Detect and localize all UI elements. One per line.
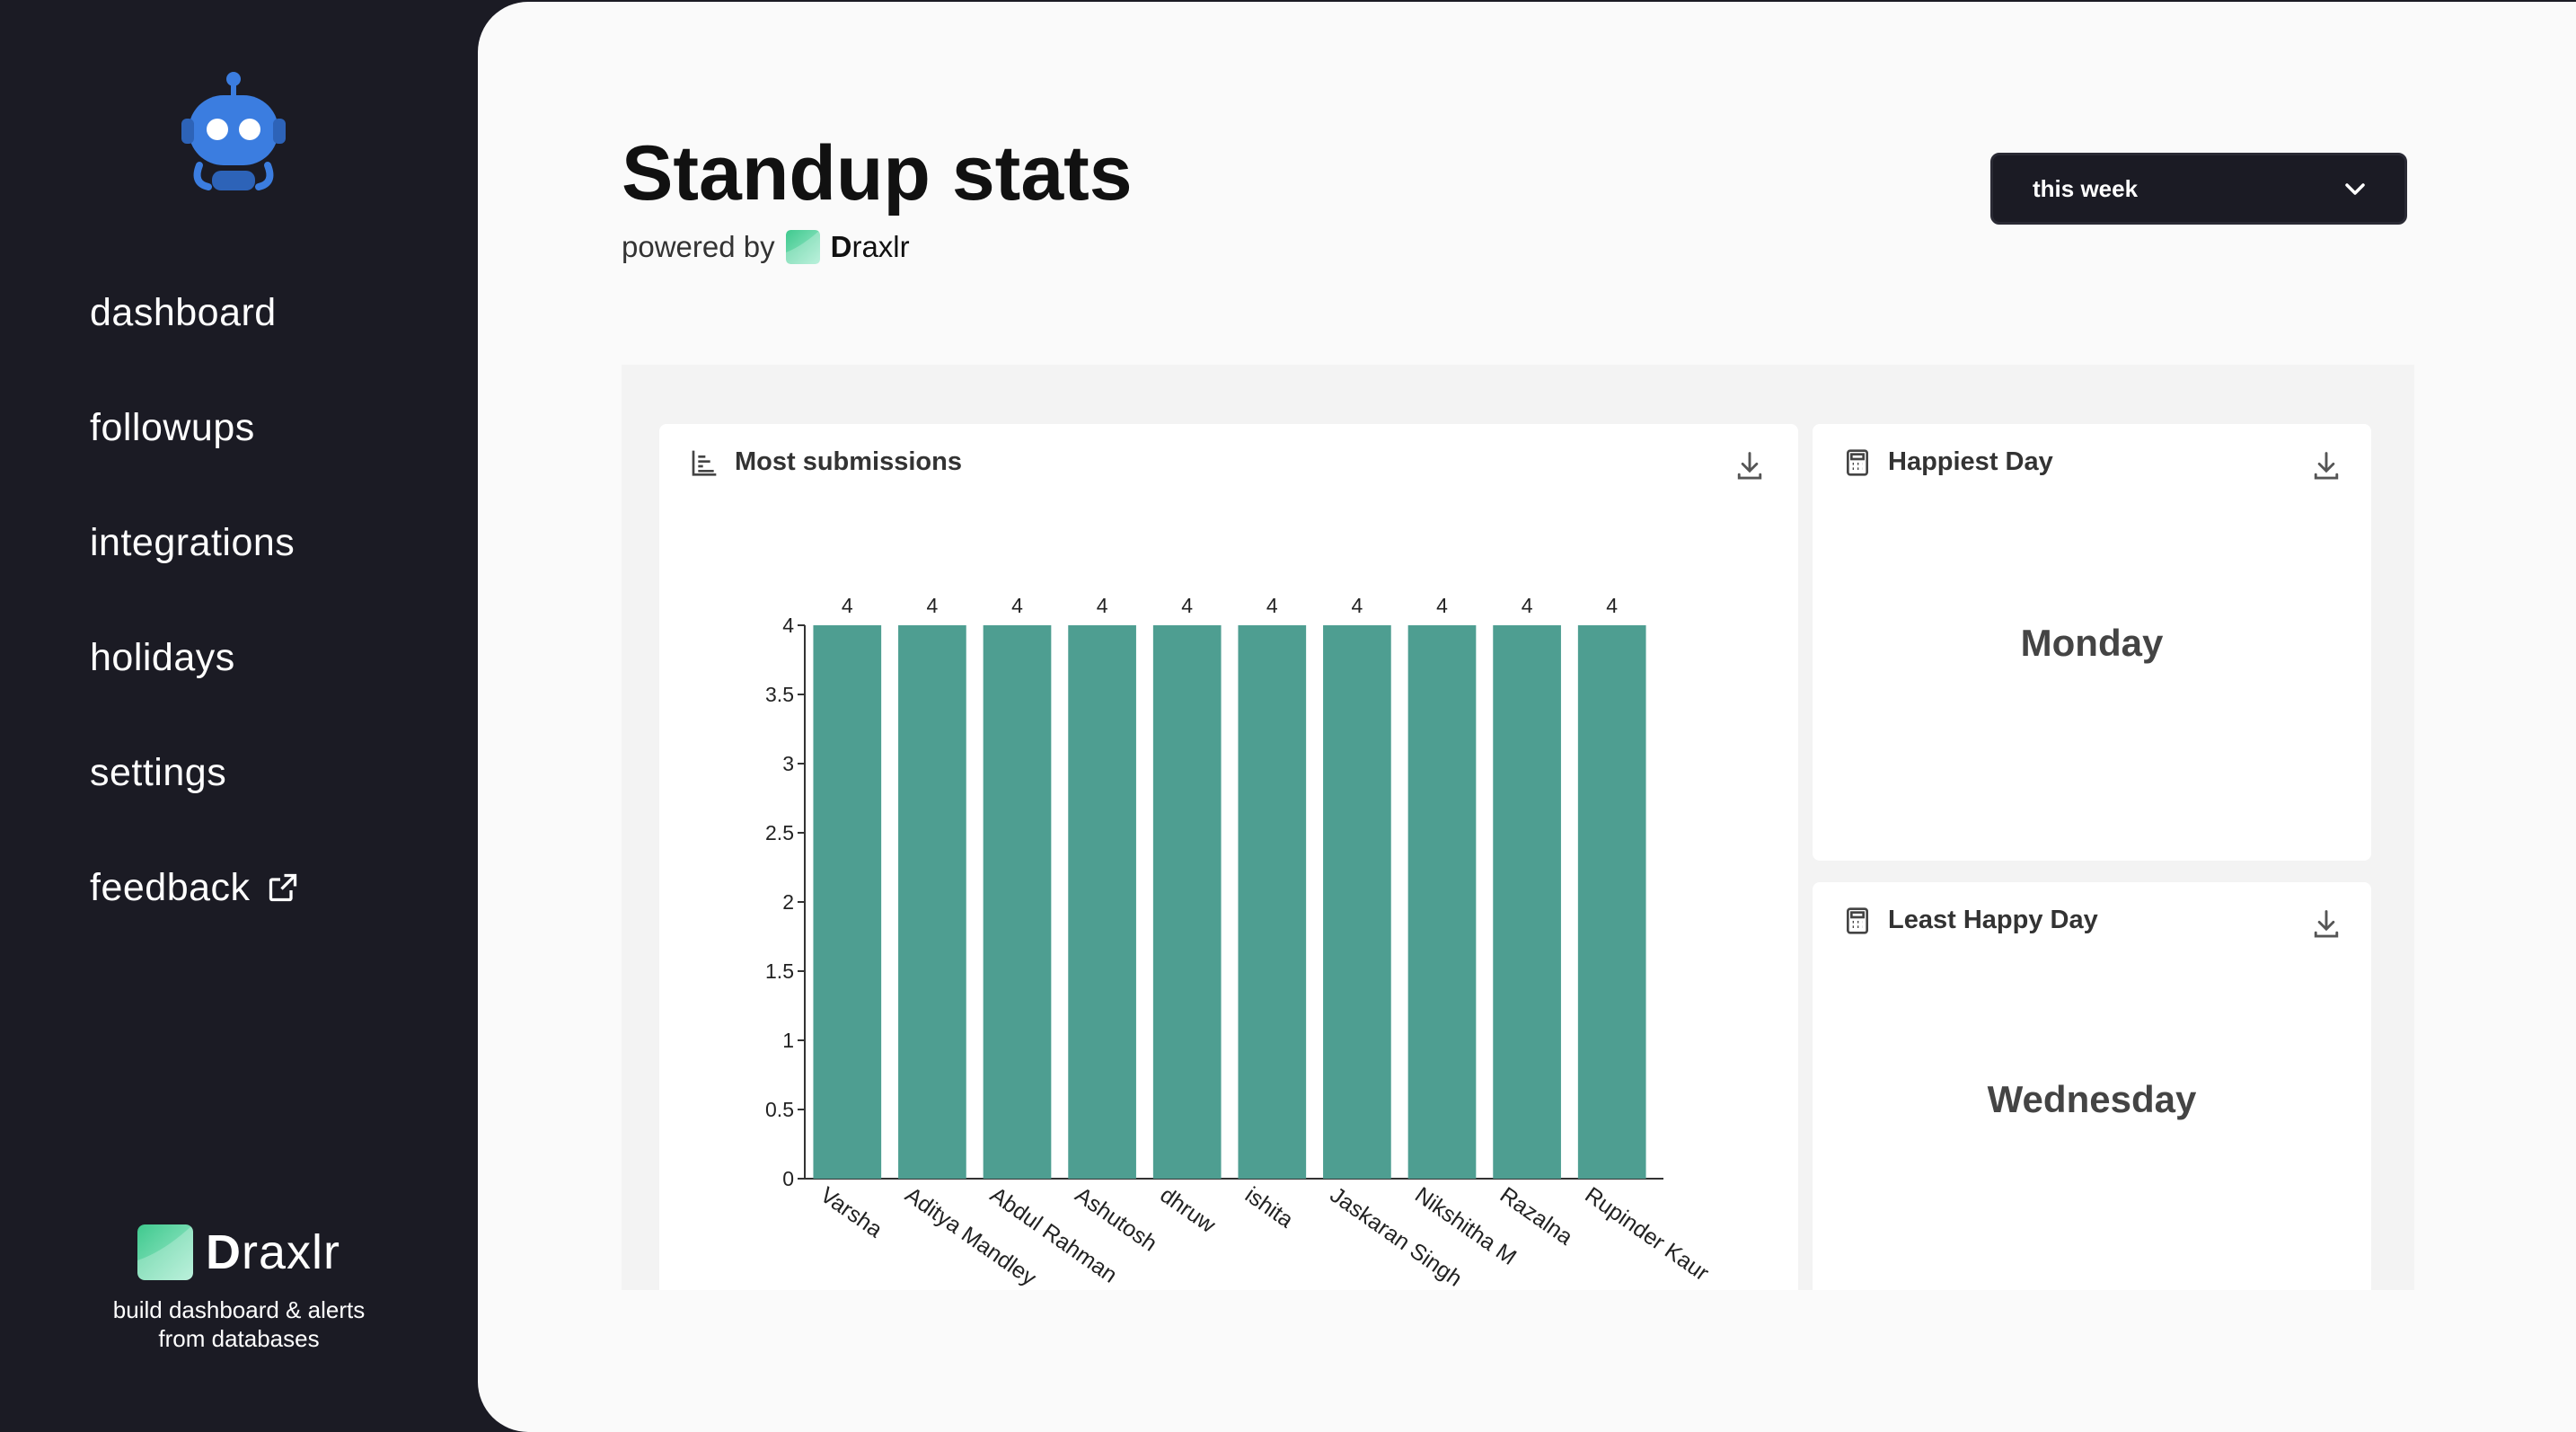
robot-logo-icon[interactable] (180, 70, 287, 196)
download-icon[interactable] (2312, 909, 2341, 940)
y-tick-label: 0.5 (765, 1098, 794, 1121)
bar[interactable] (1577, 625, 1646, 1179)
sidebar: dashboard followups integrations holiday… (0, 0, 478, 1432)
brand-rest: raxlr (242, 1225, 340, 1279)
download-icon[interactable] (2312, 451, 2341, 482)
brand-bold: D (830, 230, 852, 263)
most-submissions-card: Most submissions 0 0.5 1 1.5 2 2.5 3 3.5 4 4 Varsh… (659, 424, 1798, 1290)
x-tick-label: ishita (1240, 1182, 1298, 1233)
bar-data-label: 4 (1266, 594, 1278, 617)
y-tick-label: 1.5 (765, 959, 794, 983)
sidebar-item-holidays[interactable]: holidays (90, 631, 299, 685)
card-title: Most submissions (735, 447, 962, 476)
page-title: Standup stats (622, 130, 1133, 217)
draxlr-logo-icon (137, 1224, 193, 1280)
bar[interactable] (813, 625, 882, 1179)
stats-panel: Most submissions 0 0.5 1 1.5 2 2.5 3 3.5 4 4 Varsh… (622, 365, 2414, 1290)
y-tick-label: 4 (782, 614, 794, 637)
card-header: Least Happy Day (1843, 906, 2098, 935)
calculator-icon (1847, 448, 1868, 476)
bar-data-label: 4 (1181, 594, 1193, 617)
bar[interactable] (983, 625, 1052, 1179)
card-header: Most submissions (690, 447, 962, 477)
powered-by-label: powered by (622, 230, 775, 263)
bar-data-label: 4 (1606, 594, 1618, 617)
sidebar-nav: dashboard followups integrations holiday… (90, 286, 299, 976)
bar[interactable] (1238, 625, 1307, 1179)
bar-data-label: 4 (1522, 594, 1533, 617)
bar-data-label: 4 (1352, 594, 1363, 617)
bar-data-label: 4 (842, 594, 853, 617)
sidebar-item-settings[interactable]: settings (90, 746, 299, 800)
sidebar-item-dashboard[interactable]: dashboard (90, 286, 299, 340)
brand-tagline: build dashboard & alerts from databases (0, 1295, 478, 1353)
main-content: Standup stats powered by Draxlr this wee… (478, 2, 2576, 1432)
y-tick-label: 2 (782, 890, 794, 914)
period-select[interactable]: this week (1990, 153, 2407, 225)
period-select-value: this week (2033, 174, 2139, 202)
bar-data-label: 4 (1011, 594, 1023, 617)
brand-bold: D (206, 1225, 242, 1279)
x-tick-label: Varsha (816, 1182, 887, 1242)
draxlr-logo[interactable]: Draxlr (0, 1224, 478, 1281)
bar[interactable] (1407, 625, 1477, 1179)
tagline-line-1: build dashboard & alerts (112, 1296, 366, 1323)
sidebar-item-integrations[interactable]: integrations (90, 516, 299, 570)
sidebar-item-followups[interactable]: followups (90, 401, 299, 455)
x-tick-label: Rupinder Kaur (1580, 1182, 1713, 1286)
y-tick-label: 1 (782, 1029, 794, 1052)
least-happy-day-value: Wednesday (1987, 1078, 2197, 1120)
sidebar-item-label: dashboard (90, 290, 277, 334)
least-happy-day-card: Least Happy Day Wednesday (1813, 882, 2371, 1290)
draxlr-logo-icon (785, 230, 820, 264)
powered-by-brand[interactable]: Draxlr (831, 230, 910, 264)
bar[interactable] (1323, 625, 1391, 1179)
sidebar-brand: Draxlr build dashboard & alerts from dat… (0, 1224, 478, 1353)
bar[interactable] (1152, 625, 1222, 1179)
download-icon[interactable] (1735, 451, 1764, 482)
card-header: Happiest Day (1843, 447, 2053, 477)
powered-by: powered by Draxlr (622, 230, 910, 264)
tagline-line-2: from databases (158, 1325, 320, 1352)
sidebar-item-label: integrations (90, 520, 296, 564)
sidebar-item-label: followups (90, 405, 255, 449)
bar-data-label: 4 (927, 594, 939, 617)
sidebar-item-label: holidays (90, 635, 235, 679)
calculator-icon (1847, 906, 1868, 934)
y-tick-label: 3 (782, 752, 794, 775)
bar-chart-icon (692, 450, 717, 476)
bar[interactable] (1068, 625, 1136, 1179)
external-link-icon (269, 873, 296, 902)
brand-rest: raxlr (851, 230, 910, 263)
sidebar-item-label: feedback (90, 865, 251, 909)
sidebar-item-feedback[interactable]: feedback (90, 861, 299, 915)
bar[interactable] (898, 625, 966, 1179)
x-tick-label: dhruw (1155, 1182, 1221, 1239)
bar[interactable] (1493, 625, 1561, 1179)
happiest-day-card: Happiest Day Monday (1813, 424, 2371, 861)
card-title: Least Happy Day (1888, 906, 2098, 934)
y-tick-label: 3.5 (765, 683, 794, 706)
chevron-down-icon (2345, 183, 2365, 195)
card-title: Happiest Day (1888, 447, 2053, 476)
bar-data-label: 4 (1436, 594, 1448, 617)
y-tick-label: 2.5 (765, 821, 794, 844)
bar-data-label: 4 (1097, 594, 1108, 617)
sidebar-item-label: settings (90, 750, 227, 794)
y-tick-label: 0 (782, 1167, 794, 1190)
happiest-day-value: Monday (2020, 622, 2164, 664)
